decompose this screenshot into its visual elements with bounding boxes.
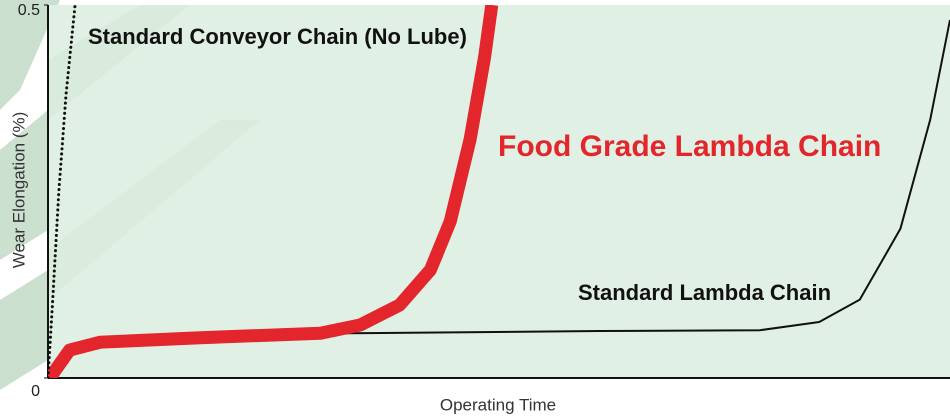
- series-label: Standard Lambda Chain: [578, 280, 831, 305]
- series-label: Food Grade Lambda Chain: [498, 130, 881, 163]
- chart: Wear Elongation (%) Operating Time 0 0.5 S…: [0, 0, 950, 419]
- y-tick-label: 0.5: [18, 2, 40, 19]
- y-axis-label: Wear Elongation (%): [9, 112, 28, 269]
- x-axis-label: Operating Time: [440, 395, 556, 414]
- series-label: Standard Conveyor Chain (No Lube): [88, 24, 467, 49]
- y-tick-label: 0: [31, 383, 40, 400]
